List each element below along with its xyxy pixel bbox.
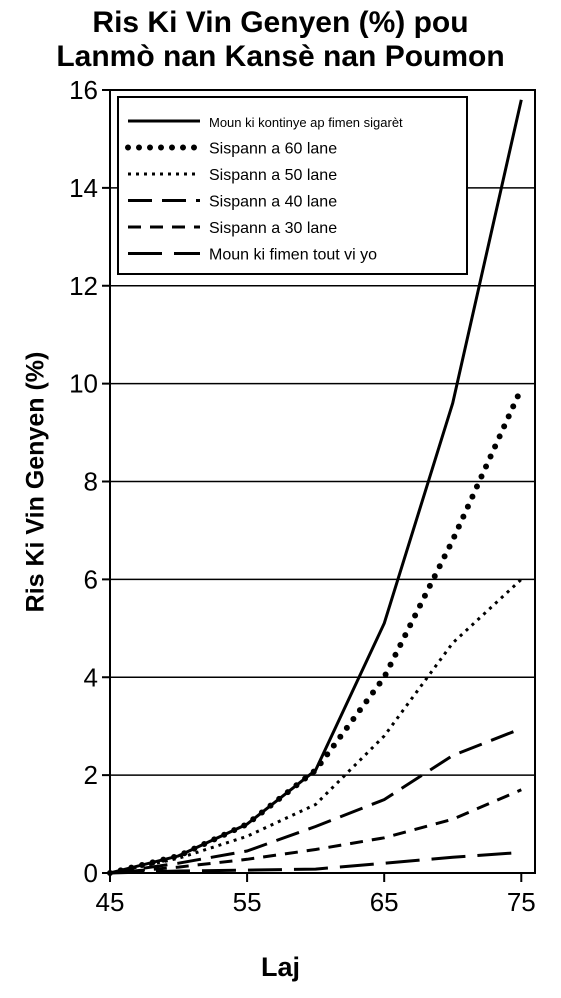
legend-label-5: Sispann a 30 lane <box>209 220 337 237</box>
legend-box <box>117 96 468 275</box>
series-line-3 <box>109 578 523 875</box>
legend-label-2: Sispann a 60 lane <box>209 141 337 158</box>
y-tick-label-14: 14 <box>69 173 98 203</box>
legend-label-6: Moun ki fimen tout vi yo <box>209 247 377 264</box>
series-line-2 <box>107 385 525 876</box>
y-tick-label-2: 2 <box>84 760 98 790</box>
x-tick-label-75: 75 <box>507 887 536 917</box>
chart-title: Ris Ki Vin Genyen (%) pou Lanmò nan Kans… <box>0 6 561 74</box>
plot-frame <box>109 89 536 874</box>
x-tick-label-65: 65 <box>370 887 399 917</box>
legend-label-1: Moun ki kontinye ap fimen sigarèt <box>209 115 403 130</box>
series-line-5 <box>109 788 522 875</box>
y-tick-label-16: 16 <box>69 75 98 105</box>
series-line-6 <box>109 850 522 875</box>
y-tick-label-12: 12 <box>69 271 98 301</box>
x-tick-label-45: 45 <box>96 887 125 917</box>
y-tick-label-10: 10 <box>69 369 98 399</box>
y-tick-label-8: 8 <box>84 467 98 497</box>
x-axis-label: Laj <box>260 952 300 982</box>
y-tick-label-0: 0 <box>84 858 98 888</box>
y-tick-label-6: 6 <box>84 564 98 594</box>
y-tick-label-4: 4 <box>84 662 98 692</box>
series-line-4 <box>109 727 522 875</box>
legend-label-3: Sispann a 50 lane <box>209 167 337 184</box>
x-tick-label-55: 55 <box>233 887 262 917</box>
chart-title-line2: Lanmò nan Kansè nan Poumon <box>56 40 505 73</box>
chart-title-line1: Ris Ki Vin Genyen (%) pou <box>92 6 469 39</box>
legend-label-4: Sispann a 40 lane <box>209 194 337 211</box>
